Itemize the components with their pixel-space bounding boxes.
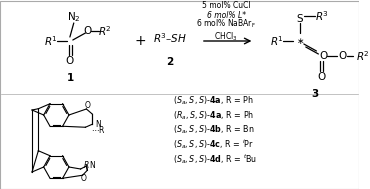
Text: $(S_a, S, S)$-$\mathbf{4a}$, R = Ph: $(S_a, S, S)$-$\mathbf{4a}$, R = Ph xyxy=(173,95,253,107)
Text: $(S_a, S, S)$-$\mathbf{4c}$, R = $^i$Pr: $(S_a, S, S)$-$\mathbf{4c}$, R = $^i$Pr xyxy=(173,138,254,151)
Text: $(S_a, S, S)$-$\mathbf{4d}$, R = $^t$Bu: $(S_a, S, S)$-$\mathbf{4d}$, R = $^t$Bu xyxy=(173,152,257,166)
Text: 6 mol% NaBAr$_\mathrm{F}$: 6 mol% NaBAr$_\mathrm{F}$ xyxy=(196,18,256,30)
Text: $\mathbf{1}$: $\mathbf{1}$ xyxy=(65,71,74,83)
Text: R$^1$: R$^1$ xyxy=(44,34,57,48)
Text: R$^2$: R$^2$ xyxy=(356,49,369,63)
Text: O: O xyxy=(83,26,91,36)
Text: S: S xyxy=(297,14,303,24)
Text: O: O xyxy=(339,51,347,61)
Text: R$^2$: R$^2$ xyxy=(98,24,111,38)
Text: $\mathbf{2}$: $\mathbf{2}$ xyxy=(166,55,174,67)
Text: O: O xyxy=(319,51,327,61)
Text: O: O xyxy=(66,56,74,66)
Text: R$^3$–SH: R$^3$–SH xyxy=(153,31,186,45)
Text: 5 mol% CuCl: 5 mol% CuCl xyxy=(202,2,250,11)
Text: CHCl$_3$: CHCl$_3$ xyxy=(214,31,238,43)
Text: $\mathbf{3}$: $\mathbf{3}$ xyxy=(311,87,320,99)
Text: N: N xyxy=(89,161,95,170)
Text: O: O xyxy=(81,174,87,183)
Text: R$^1$: R$^1$ xyxy=(270,34,283,48)
Text: $(R_a, S, S)$-$\mathbf{4a}$, R = Ph: $(R_a, S, S)$-$\mathbf{4a}$, R = Ph xyxy=(173,109,254,122)
Text: $\ast$: $\ast$ xyxy=(296,36,304,46)
Text: $+$: $+$ xyxy=(134,34,146,48)
Text: R: R xyxy=(84,161,89,170)
Text: $(S_a, S, S)$-$\mathbf{4b}$, R = Bn: $(S_a, S, S)$-$\mathbf{4b}$, R = Bn xyxy=(173,124,255,136)
Text: 6 mol% L*: 6 mol% L* xyxy=(206,11,246,19)
Text: R$^3$: R$^3$ xyxy=(314,9,328,23)
Text: $\cdots$R: $\cdots$R xyxy=(91,124,106,135)
Text: O: O xyxy=(84,101,90,111)
Text: O: O xyxy=(317,72,326,82)
Text: N$_2$: N$_2$ xyxy=(67,10,81,24)
Text: N: N xyxy=(95,120,101,129)
